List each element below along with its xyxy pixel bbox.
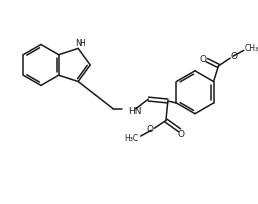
Text: O: O (178, 130, 185, 139)
Text: O: O (231, 52, 238, 61)
Text: O: O (147, 125, 154, 134)
Text: H₃C: H₃C (125, 134, 139, 143)
Text: O: O (199, 55, 206, 64)
Text: HN: HN (128, 107, 141, 116)
Text: CH₃: CH₃ (245, 44, 258, 53)
Text: N: N (75, 39, 81, 48)
Text: H: H (80, 39, 85, 48)
